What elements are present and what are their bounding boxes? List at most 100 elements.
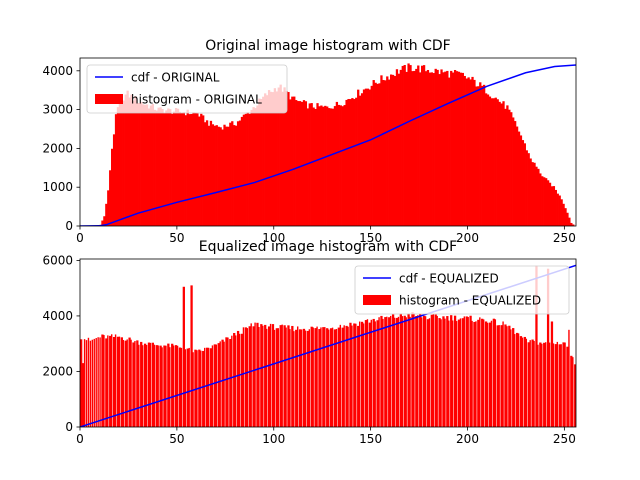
histogram-bar (264, 93, 267, 226)
histogram-bar (391, 314, 395, 427)
histogram-bar (492, 318, 495, 427)
histogram-bar (256, 105, 259, 226)
histogram-bar (506, 105, 509, 226)
legend-bar-swatch (363, 295, 391, 305)
histogram-bar (512, 117, 515, 226)
histogram-bar (209, 348, 213, 427)
histogram-bar (502, 101, 505, 226)
histogram-bar (446, 70, 449, 226)
histogram-bar (500, 325, 503, 427)
histogram-bar (388, 79, 391, 226)
histogram-bar (484, 93, 488, 226)
histogram-bar (407, 313, 410, 427)
histogram-bar (157, 345, 159, 427)
histogram-bar (510, 329, 512, 427)
cdf-line (80, 64, 576, 226)
histogram-bar (494, 97, 497, 226)
histogram-bar (80, 339, 83, 427)
x-tick-label: 100 (262, 231, 285, 245)
legend-box (86, 64, 288, 114)
x-tick-label: 250 (553, 231, 576, 245)
y-tick-label: 4000 (42, 309, 73, 323)
chart-title: Original image histogram with CDF (205, 38, 450, 54)
histogram-bar (488, 322, 492, 427)
histogram-bar (298, 329, 302, 427)
histogram-bar (320, 105, 323, 226)
histogram-bar (211, 345, 214, 427)
histogram-bar (374, 82, 377, 226)
histogram-bar (225, 126, 228, 226)
legend-label: histogram - ORIGINAL (131, 93, 262, 107)
histogram-bar (345, 325, 348, 427)
histogram-bar (188, 347, 190, 427)
y-tick-label: 2000 (42, 364, 73, 378)
histogram-bar (266, 328, 268, 427)
histogram-bar (405, 317, 407, 427)
histogram-bar (397, 316, 400, 427)
histogram-bar (546, 268, 550, 427)
y-tick-label: 0 (65, 219, 73, 233)
histogram-bar (531, 339, 534, 427)
histogram-bars (93, 63, 575, 226)
histogram-bar (469, 79, 472, 226)
histogram-bar (442, 316, 445, 427)
histogram-bar (430, 72, 433, 226)
histogram-bar (519, 135, 523, 226)
histogram-bar (531, 162, 534, 226)
histogram-bar (114, 114, 118, 226)
legend-box (354, 265, 570, 315)
histogram-bar (417, 65, 420, 226)
histogram-bar (541, 176, 544, 226)
histogram-bar (308, 103, 311, 226)
histogram-bar (112, 336, 116, 427)
histogram-bar (339, 105, 342, 226)
histogram-bar (235, 335, 237, 427)
histogram-bar (477, 86, 480, 226)
histogram-bar (461, 318, 464, 427)
histogram-bar (271, 92, 275, 226)
histogram-bar (337, 104, 340, 226)
histogram-bar (138, 103, 141, 226)
histogram-bar (145, 344, 148, 427)
histogram-bar (380, 315, 383, 427)
histogram-bar (322, 327, 325, 427)
histogram-bar (459, 318, 462, 427)
histogram-bar (357, 89, 360, 226)
histogram-bar (424, 71, 428, 226)
histogram-bar (324, 327, 326, 427)
histogram-bar (341, 327, 344, 427)
histogram-bar (273, 329, 276, 427)
histogram-bar (85, 340, 88, 427)
histogram-bar (359, 321, 361, 427)
histogram-bar (277, 87, 280, 226)
histogram-bar (469, 315, 472, 427)
histogram-bar (465, 78, 468, 226)
histogram-bar (415, 68, 418, 226)
histogram-bar (116, 107, 120, 226)
histogram-bar (564, 342, 566, 427)
x-tick-label: 50 (169, 432, 184, 446)
histogram-bar (550, 186, 554, 226)
histogram-bar (457, 71, 461, 226)
histogram-bar (374, 321, 376, 427)
histogram-bar (393, 317, 396, 427)
histogram-bar (236, 330, 240, 427)
histogram-bar (498, 325, 500, 427)
histogram-bar (347, 98, 350, 226)
histogram-bar (238, 120, 242, 226)
histogram-bar (473, 321, 476, 427)
histogram-bar (436, 315, 438, 427)
histogram-bar (517, 131, 521, 226)
histogram-bar (269, 323, 272, 427)
x-tick-label: 50 (169, 231, 184, 245)
histogram-bar (235, 125, 238, 226)
histogram-bar (300, 329, 303, 427)
histogram-bar (494, 319, 497, 427)
histogram-bar (366, 88, 370, 226)
histogram-bar (328, 108, 331, 226)
histogram-bar (310, 326, 313, 427)
histogram-bar (283, 325, 286, 427)
histogram-bar (227, 337, 229, 427)
histogram-bar (514, 121, 517, 226)
histogram-bar (310, 103, 313, 226)
